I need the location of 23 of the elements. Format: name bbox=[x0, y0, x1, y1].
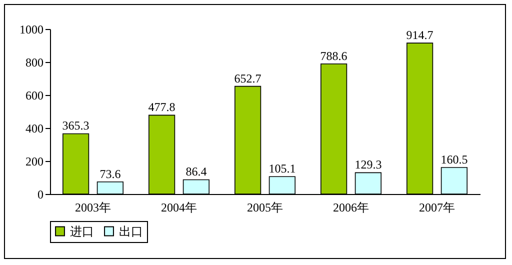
y-tick-label: 0 bbox=[38, 188, 44, 202]
y-tick-label: 1000 bbox=[20, 22, 44, 36]
data-label: 914.7 bbox=[406, 28, 434, 42]
data-label: 365.3 bbox=[62, 118, 90, 133]
y-tick-label: 400 bbox=[26, 122, 44, 136]
data-label: 105.1 bbox=[268, 162, 296, 176]
data-label: 652.7 bbox=[234, 71, 262, 86]
data-label: 129.3 bbox=[354, 158, 382, 172]
x-tick-label: 2007年 bbox=[419, 200, 455, 214]
x-tick-label: 2006年 bbox=[333, 200, 369, 214]
x-tick-label: 2005年 bbox=[247, 200, 283, 214]
x-tick-label: 2003年 bbox=[75, 200, 111, 214]
data-label: 788.6 bbox=[320, 48, 348, 63]
data-label: 86.4 bbox=[186, 164, 207, 179]
data-label: 73.6 bbox=[100, 166, 121, 181]
legend-label: 进口 bbox=[70, 224, 94, 238]
data-label: 160.5 bbox=[440, 152, 468, 167]
data-label: 477.8 bbox=[148, 100, 176, 114]
y-tick-label: 200 bbox=[26, 154, 44, 168]
y-tick-label: 800 bbox=[26, 56, 44, 70]
y-tick-label: 600 bbox=[26, 88, 44, 102]
x-tick-label: 2004年 bbox=[161, 200, 197, 214]
legend-label: 出口 bbox=[119, 224, 143, 238]
